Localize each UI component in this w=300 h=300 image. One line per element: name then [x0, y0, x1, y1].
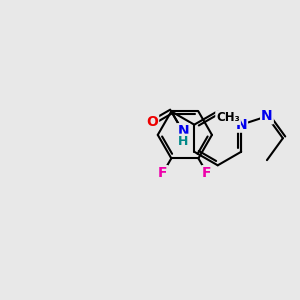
Text: CH₃: CH₃: [216, 111, 240, 124]
Text: F: F: [202, 166, 212, 180]
Text: N: N: [236, 118, 247, 132]
Text: N: N: [178, 124, 189, 138]
Text: H: H: [178, 135, 189, 148]
Text: N: N: [261, 109, 273, 123]
Text: F: F: [158, 166, 167, 180]
Text: O: O: [146, 116, 158, 130]
